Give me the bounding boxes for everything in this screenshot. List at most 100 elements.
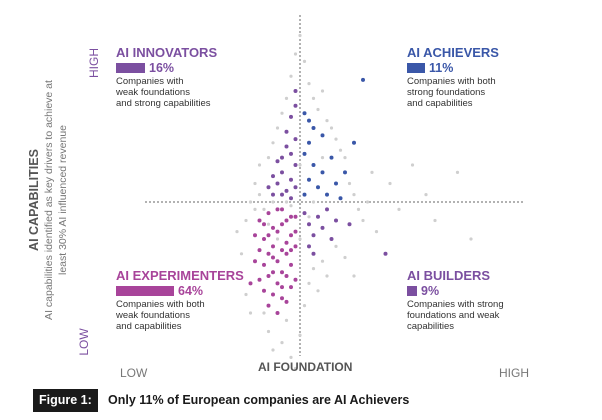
point-other — [280, 111, 284, 115]
point-other — [316, 289, 320, 293]
point-experimenters — [257, 248, 262, 253]
point-innovators — [293, 185, 298, 190]
point-other — [275, 237, 280, 241]
point-other — [352, 274, 356, 278]
point-other — [266, 222, 271, 226]
point-experimenters — [266, 251, 271, 256]
point-other — [334, 244, 338, 248]
point-other — [334, 137, 338, 141]
point-builders — [347, 222, 352, 227]
y-axis-subtitle-line1: AI capabilities identified as key driver… — [43, 80, 55, 320]
figure-title: Only 11% of European companies are AI Ac… — [108, 393, 410, 407]
quadrant-description: Companies with weak foundations and stro… — [116, 76, 211, 109]
point-other — [235, 230, 239, 234]
point-other — [361, 218, 365, 223]
point-experimenters — [262, 288, 266, 293]
x-tick-low: LOW — [120, 366, 148, 380]
point-achievers — [334, 181, 338, 186]
figure-label: Figure 1: — [33, 389, 98, 412]
point-other — [289, 204, 293, 208]
point-other — [293, 52, 298, 56]
point-other — [298, 163, 302, 167]
point-experimenters — [289, 285, 293, 290]
point-other — [325, 274, 329, 278]
point-other — [320, 156, 325, 160]
point-experimenters — [266, 233, 271, 238]
point-experimenters — [289, 214, 293, 219]
point-achievers — [302, 192, 307, 197]
point-innovators — [289, 196, 293, 201]
y-tick-high: HIGH — [87, 48, 101, 78]
point-other — [311, 267, 316, 271]
point-experimenters — [275, 207, 280, 212]
point-builders — [334, 218, 338, 223]
point-other — [284, 200, 289, 204]
point-innovators — [289, 151, 293, 156]
point-builders — [311, 233, 316, 238]
point-other — [244, 218, 248, 223]
point-experimenters — [271, 244, 275, 249]
point-experimenters — [266, 211, 271, 216]
point-other — [388, 181, 392, 186]
point-builders — [307, 222, 311, 227]
point-experimenters — [289, 248, 293, 253]
point-builders — [320, 225, 325, 230]
point-other — [253, 181, 257, 186]
point-innovators — [280, 170, 284, 175]
x-tick-high: HIGH — [499, 366, 529, 380]
point-builders — [325, 207, 329, 212]
point-experimenters — [271, 255, 275, 260]
point-experimenters — [248, 281, 253, 286]
point-other — [298, 33, 302, 38]
point-other — [307, 215, 311, 219]
point-achievers — [302, 151, 307, 156]
point-builders — [311, 251, 316, 256]
share-percent: 9% — [421, 284, 440, 298]
point-achievers — [361, 77, 365, 82]
quadrant-title: AI ACHIEVERS — [407, 45, 499, 60]
point-other — [433, 218, 437, 223]
point-innovators — [293, 89, 298, 93]
quadrant-description: Companies with strong foundations and we… — [407, 299, 504, 332]
point-innovators — [275, 181, 280, 186]
point-other — [329, 126, 334, 130]
point-experimenters — [262, 262, 266, 267]
point-achievers — [352, 140, 356, 145]
point-innovators — [266, 185, 271, 190]
point-achievers — [329, 155, 334, 160]
point-experimenters — [293, 214, 298, 219]
point-other — [302, 304, 307, 308]
point-other — [298, 333, 302, 337]
point-other — [455, 170, 460, 174]
point-achievers — [325, 192, 329, 197]
point-other — [284, 318, 289, 322]
point-experimenters — [275, 259, 280, 264]
point-other — [266, 156, 271, 160]
point-experimenters — [293, 277, 298, 282]
x-axis-title: AI FOUNDATION — [258, 360, 353, 374]
point-experimenters — [293, 244, 298, 249]
point-other — [307, 82, 311, 86]
point-experimenters — [284, 274, 289, 278]
point-achievers — [343, 170, 347, 175]
point-experimenters — [262, 222, 266, 227]
point-other — [311, 96, 316, 100]
point-other — [262, 207, 266, 211]
point-innovators — [293, 103, 298, 108]
quadrant-description: Companies with both strong foundations a… — [407, 76, 496, 109]
point-innovators — [284, 144, 289, 149]
y-axis-title: AI CAPABILITIES — [27, 149, 41, 251]
point-other — [347, 181, 352, 186]
point-experimenters — [257, 218, 262, 223]
point-experimenters — [293, 229, 298, 234]
share-percent: 16% — [149, 61, 175, 75]
point-other — [253, 207, 257, 211]
point-other — [262, 311, 266, 315]
point-experimenters — [280, 222, 284, 227]
point-other — [293, 366, 298, 371]
point-other — [280, 341, 284, 345]
point-experimenters — [275, 281, 280, 286]
point-achievers — [311, 163, 316, 167]
share-bar — [116, 63, 145, 73]
